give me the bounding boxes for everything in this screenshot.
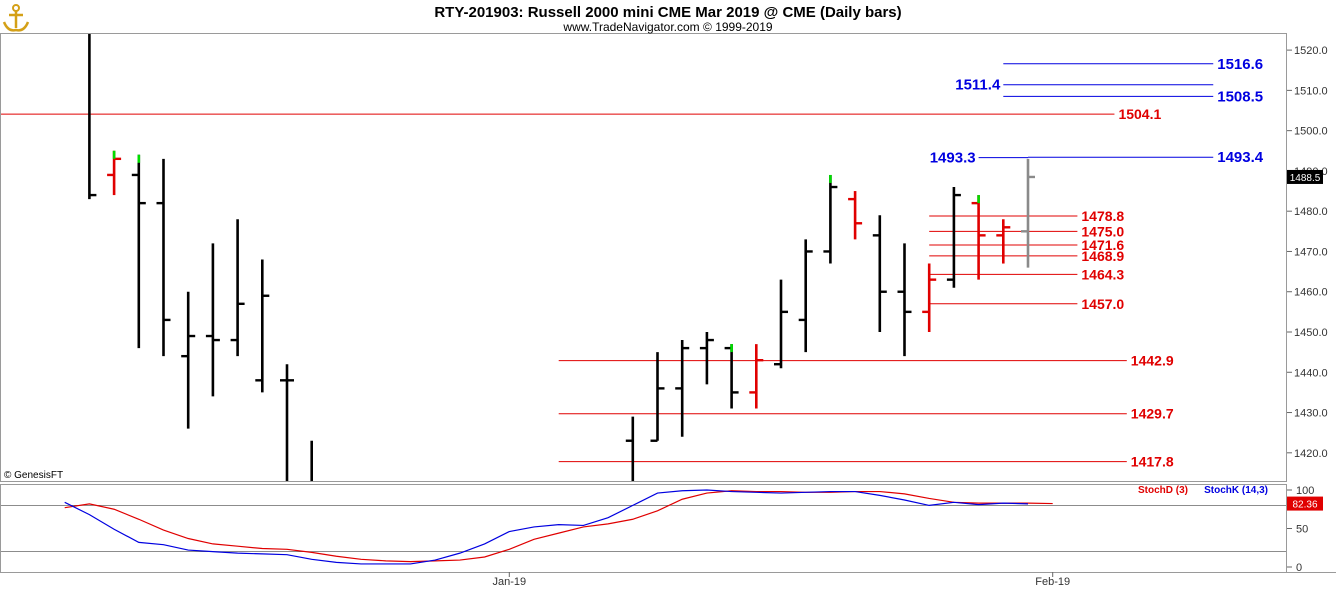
price-bars	[88, 34, 1035, 481]
y-tick-label: 1520.0	[1294, 45, 1328, 57]
chart-title: RTY-201903: Russell 2000 mini CME Mar 20…	[434, 4, 901, 21]
level-label: 1471.6	[1081, 237, 1124, 253]
level-label: 1508.5	[1217, 88, 1263, 105]
level-label: 1516.6	[1217, 56, 1263, 73]
last-stoch-badge: 82.36	[1287, 496, 1323, 511]
stochastic-lines	[1, 489, 1286, 565]
level-label: 1475.0	[1081, 223, 1124, 239]
x-tick-label: Feb-19	[1035, 576, 1070, 588]
y-tick-label: 1510.0	[1294, 85, 1328, 97]
level-label: 1464.3	[1081, 266, 1124, 282]
level-label: 1511.4	[955, 77, 1001, 94]
y-tick-label: 1460.0	[1294, 287, 1328, 299]
stoch-tick-label: 0	[1296, 562, 1302, 574]
level-label: 1493.4	[1217, 149, 1264, 166]
last-price-badge: 1488.5	[1287, 169, 1323, 184]
level-label: 1457.0	[1081, 296, 1124, 312]
x-axis-labels: Jan-19 Feb-19	[492, 572, 1070, 588]
level-label: 1429.7	[1131, 406, 1174, 422]
level-label: 1478.8	[1081, 208, 1124, 224]
level-label: 1504.1	[1118, 106, 1161, 122]
level-label: 1417.8	[1131, 454, 1174, 470]
legend-stochk: StochK (14,3)	[1204, 485, 1268, 496]
level-label: 1493.3	[930, 150, 976, 167]
price-pane-frame	[0, 33, 1287, 482]
x-tick-label: Jan-19	[492, 576, 526, 588]
level-label: 1442.9	[1131, 353, 1174, 369]
y-tick-label: 1440.0	[1294, 367, 1328, 379]
legend-stochd: StochD (3)	[1138, 485, 1188, 496]
svg-text:82.36: 82.36	[1292, 500, 1317, 511]
stoch-series-line	[64, 490, 1053, 563]
stoch-series-line	[64, 489, 1029, 565]
svg-text:1488.5: 1488.5	[1290, 173, 1321, 184]
y-tick-label: 1500.0	[1294, 126, 1328, 138]
stoch-tick-label: 100	[1296, 485, 1314, 497]
anchor-logo-icon	[2, 4, 30, 32]
level-label: 1468.9	[1081, 248, 1124, 264]
stoch-tick-label: 50	[1296, 524, 1308, 536]
watermark: © GenesisFT	[4, 470, 63, 481]
y-tick-label: 1480.0	[1294, 206, 1328, 218]
y-tick-label: 1470.0	[1294, 246, 1328, 258]
y-tick-label: 1420.0	[1294, 448, 1328, 460]
y-tick-label: 1450.0	[1294, 327, 1328, 339]
chart-subtitle: www.TradeNavigator.com © 1999-2019	[562, 20, 772, 34]
y-tick-label: 1430.0	[1294, 408, 1328, 420]
